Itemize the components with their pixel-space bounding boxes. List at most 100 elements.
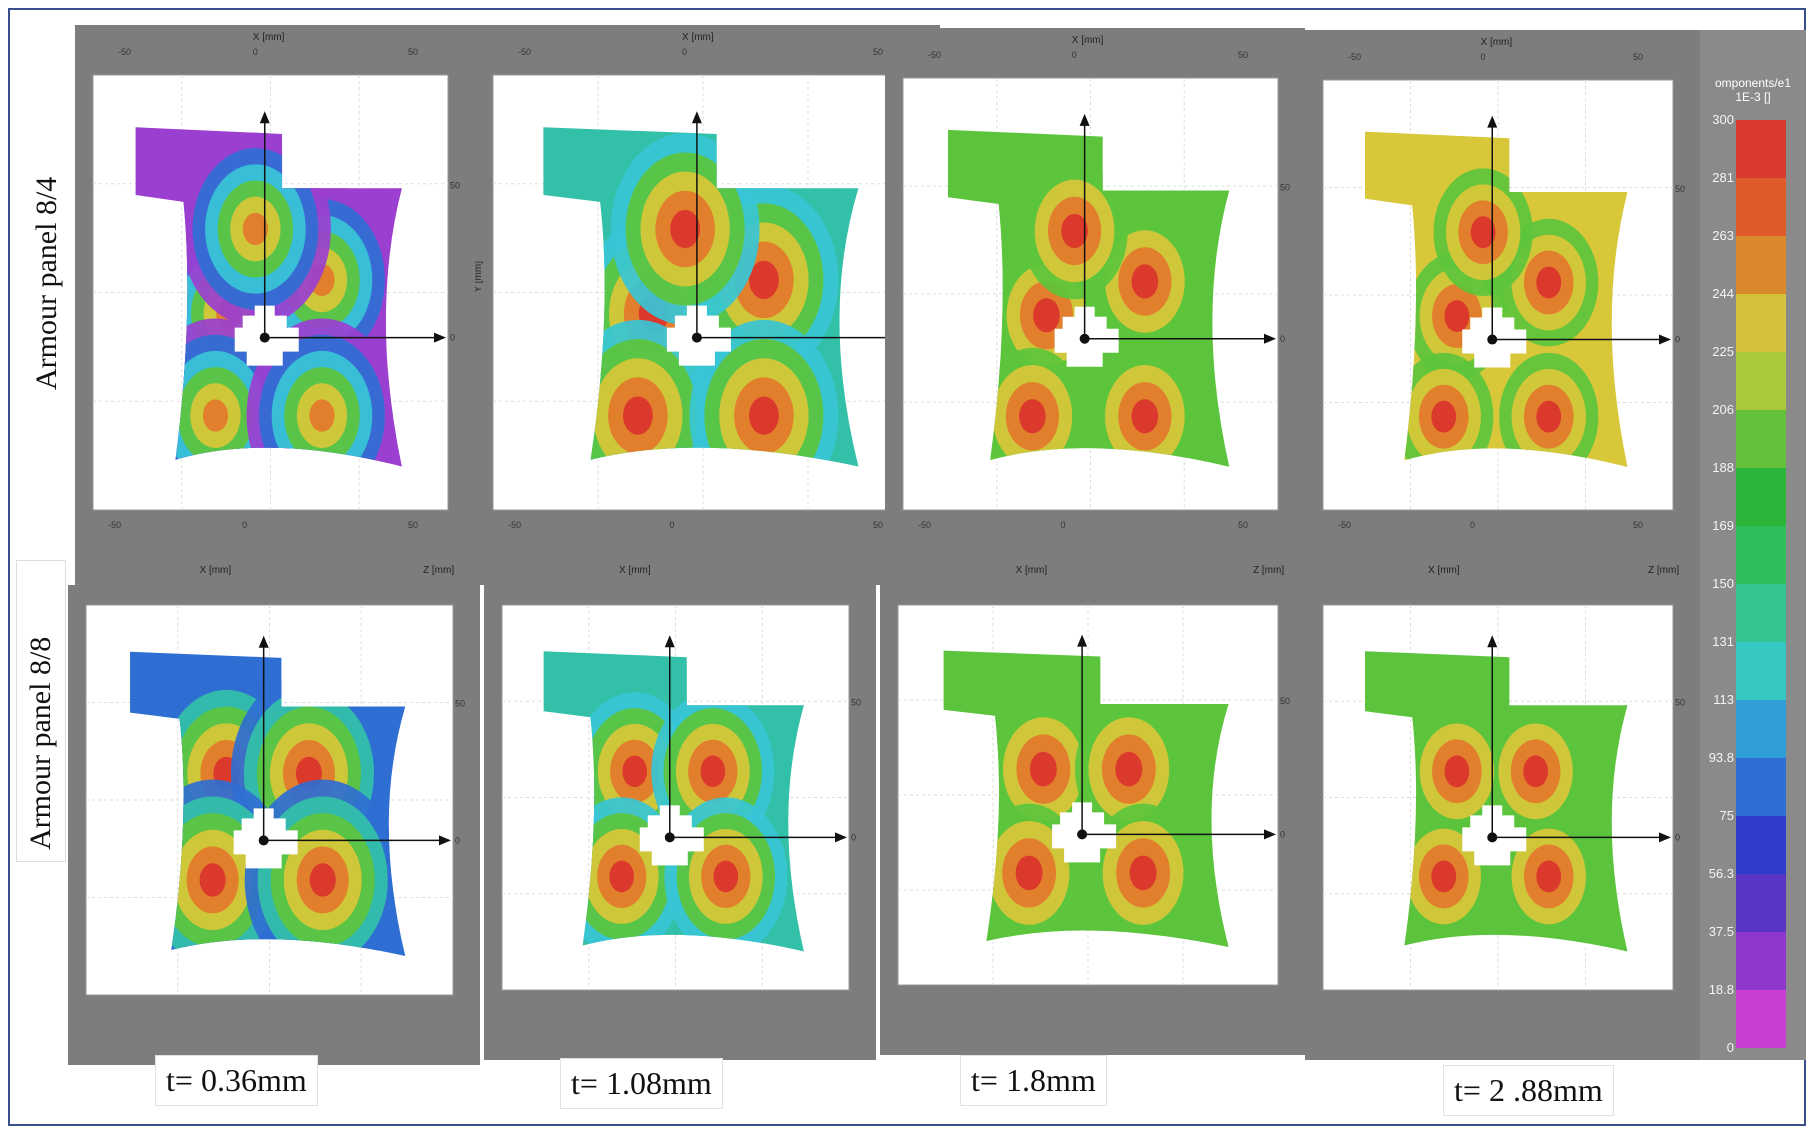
tick-label: 50 bbox=[1280, 182, 1290, 192]
color-swatch bbox=[1736, 700, 1786, 758]
arrow-head-right bbox=[1264, 829, 1276, 840]
arrow-head-up bbox=[259, 111, 270, 124]
time-label-4: t= 2 .88mm bbox=[1443, 1065, 1614, 1116]
contour-band bbox=[1015, 855, 1043, 891]
origin-point bbox=[664, 832, 675, 843]
tick-label: 50 bbox=[809, 585, 819, 587]
contour-group bbox=[979, 162, 1199, 467]
color-legend-title-line2: 1E-3 [] bbox=[1735, 90, 1771, 104]
color-swatch bbox=[1736, 990, 1786, 1048]
contour-band bbox=[1019, 399, 1046, 434]
tick-label: 0 bbox=[1470, 520, 1475, 530]
contour-group bbox=[1406, 723, 1586, 925]
color-swatch bbox=[1736, 120, 1786, 178]
z-axis-label: Z [mm] bbox=[423, 565, 454, 576]
tick-label: 0 bbox=[251, 585, 256, 587]
row-label-panel-8-8: Armour panel 8/8 bbox=[24, 636, 57, 850]
tick-label: 50 bbox=[1675, 697, 1685, 707]
color-tick-label: 206 bbox=[1712, 402, 1734, 417]
tick-label: 50 bbox=[1675, 184, 1685, 194]
color-tick-label: 0 bbox=[1726, 1040, 1734, 1055]
tick-label: -50 bbox=[518, 47, 531, 57]
color-swatch bbox=[1736, 816, 1786, 874]
contour-band bbox=[749, 396, 779, 435]
tick-label: 50 bbox=[408, 520, 418, 530]
color-legend: omponents/e1 1E-3 [] 300 281 263 244 225 206 1… bbox=[1700, 30, 1806, 1060]
origin-point bbox=[691, 332, 702, 343]
tick-label: 0 bbox=[1280, 829, 1285, 839]
color-tick-label: 263 bbox=[1712, 228, 1734, 243]
contour-group bbox=[1394, 168, 1599, 467]
tick-label: 50 bbox=[1238, 520, 1248, 530]
x-axis-label: X [mm] bbox=[1072, 35, 1104, 46]
color-tick-label: 169 bbox=[1712, 518, 1734, 533]
color-tick-label: 18.8 bbox=[1708, 982, 1734, 997]
origin-point bbox=[1079, 333, 1090, 344]
contour-band bbox=[1536, 266, 1562, 299]
contour-band bbox=[1536, 860, 1562, 893]
x-axis-label: X [mm] bbox=[200, 565, 232, 576]
contour-band bbox=[1131, 399, 1159, 434]
tick-label: 50 bbox=[873, 520, 883, 530]
time-label-2: t= 1.08mm bbox=[560, 1058, 723, 1109]
arrow-head-up bbox=[664, 635, 675, 648]
tick-label: 0 bbox=[253, 47, 258, 57]
contour-band bbox=[1444, 300, 1470, 333]
contour-band bbox=[309, 399, 335, 432]
tick-label: 50 bbox=[1238, 50, 1248, 60]
x-axis-label: X [mm] bbox=[1428, 565, 1460, 576]
tick-label: 50 bbox=[1280, 696, 1290, 706]
contour-band bbox=[242, 212, 268, 246]
x-axis-label: X [mm] bbox=[253, 32, 285, 43]
contour-band bbox=[1061, 213, 1088, 249]
tick-label: -50 bbox=[923, 585, 936, 587]
arrow-head-right bbox=[835, 832, 847, 843]
arrow-head-up bbox=[1079, 113, 1090, 126]
tick-label: 0 bbox=[1072, 50, 1077, 60]
contour-band bbox=[713, 860, 739, 893]
tick-label: 50 bbox=[1633, 585, 1643, 587]
time-label-3: t= 1.8mm bbox=[960, 1055, 1107, 1106]
origin-point bbox=[1487, 334, 1498, 345]
contour-panel-r1-c4: X [mm] -50 0 50 -50 0 50 X [mm] Z [mm] 0 50 bbox=[1305, 30, 1700, 585]
tick-label: 50 bbox=[413, 585, 423, 587]
tick-label: -50 bbox=[928, 50, 941, 60]
x-axis-label: X [mm] bbox=[682, 32, 714, 43]
color-swatch bbox=[1736, 468, 1786, 526]
contour-band bbox=[1029, 751, 1057, 787]
origin-point bbox=[259, 332, 270, 343]
contour-band bbox=[1431, 400, 1457, 433]
contour-band bbox=[700, 755, 726, 788]
tick-label: 0 bbox=[1061, 520, 1066, 530]
contour-band bbox=[622, 755, 648, 788]
color-swatch bbox=[1736, 294, 1786, 352]
arrow-head-right bbox=[1659, 832, 1671, 843]
color-swatch bbox=[1736, 874, 1786, 932]
color-swatch bbox=[1736, 758, 1786, 816]
x-axis-label: X [mm] bbox=[619, 565, 651, 576]
contour-band bbox=[1431, 860, 1457, 893]
contour-band bbox=[670, 209, 701, 249]
tick-label: 50 bbox=[851, 697, 861, 707]
color-tick-label: 188 bbox=[1712, 460, 1734, 475]
arrow-head-up bbox=[1487, 635, 1498, 648]
contour-plot: X [mm] -50 0 50 -50 0 50 X [mm] Z [mm] 0 50 bbox=[902, 35, 1290, 576]
contour-band bbox=[1033, 298, 1060, 333]
origin-point bbox=[1077, 829, 1088, 840]
color-tick-label: 56.3 bbox=[1708, 866, 1734, 881]
z-axis-label: Z [mm] bbox=[1648, 565, 1679, 576]
tick-label: -50 bbox=[1348, 585, 1361, 587]
contour-band bbox=[1523, 755, 1549, 788]
color-swatch bbox=[1736, 584, 1786, 642]
arrow-head-right bbox=[439, 835, 451, 846]
tick-label: -50 bbox=[527, 585, 540, 587]
tick-label: 0 bbox=[669, 520, 674, 530]
